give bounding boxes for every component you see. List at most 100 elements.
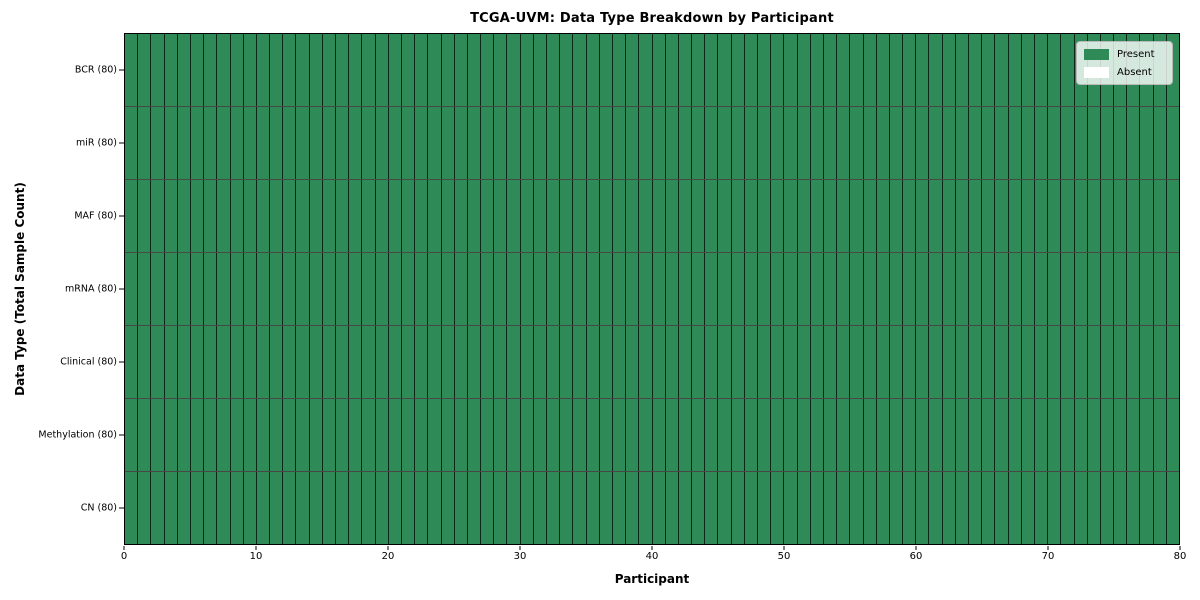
heatmap-cell [322, 472, 336, 544]
heatmap-cell [903, 472, 917, 544]
heatmap-cell [797, 326, 811, 398]
heatmap-cell [665, 34, 679, 106]
heatmap-cell [731, 107, 745, 179]
heatmap-cell [467, 107, 482, 179]
heatmap-cell [1153, 472, 1167, 544]
heatmap-cell [1074, 326, 1088, 398]
heatmap-cell [705, 180, 719, 252]
heatmap-cell [481, 253, 495, 325]
heatmap-cell [138, 253, 152, 325]
heatmap-cell [639, 399, 653, 471]
heatmap-cell [863, 107, 877, 179]
heatmap-cell [718, 180, 732, 252]
heatmap-cell [889, 180, 904, 252]
heatmap-cell [217, 107, 231, 179]
heatmap-cell [494, 326, 508, 398]
heatmap-cell [586, 326, 600, 398]
heatmap-cell [1074, 253, 1088, 325]
heatmap-cell [678, 107, 693, 179]
heatmap-cell [467, 399, 482, 471]
heatmap-cell [678, 253, 693, 325]
heatmap-cell [481, 472, 495, 544]
heatmap-cell [850, 399, 864, 471]
heatmap-cell [243, 326, 257, 398]
heatmap-cell [401, 253, 416, 325]
heatmap-cell [547, 326, 561, 398]
heatmap-cell [283, 34, 297, 106]
heatmap-cell [151, 34, 165, 106]
heatmap-cell [270, 253, 284, 325]
heatmap-cell [230, 107, 244, 179]
heatmap-cell [204, 253, 218, 325]
heatmap-cell [731, 253, 745, 325]
heatmap-cell [296, 399, 310, 471]
heatmap-cell [283, 107, 297, 179]
heatmap-cell [1034, 107, 1049, 179]
heatmap-cell [573, 253, 587, 325]
heatmap-cell [428, 399, 442, 471]
heatmap-cell [995, 34, 1009, 106]
heatmap-cell [1087, 399, 1101, 471]
heatmap-cell [151, 107, 165, 179]
heatmap-cell [1034, 180, 1049, 252]
y-tick-mark [119, 288, 124, 290]
heatmap-cell [612, 326, 627, 398]
heatmap-cell [283, 180, 297, 252]
heatmap-cell [889, 34, 904, 106]
heatmap-cell [626, 180, 640, 252]
heatmap-cell [151, 253, 165, 325]
heatmap-cell [415, 326, 429, 398]
heatmap-cell [190, 34, 205, 106]
heatmap-cell [1008, 180, 1022, 252]
heatmap-cell [678, 34, 693, 106]
heatmap-cell [1034, 326, 1049, 398]
heatmap-cell [507, 472, 521, 544]
heatmap-cell [217, 180, 231, 252]
heatmap-cell [903, 34, 917, 106]
heatmap-cell [1087, 180, 1101, 252]
heatmap-cell [388, 107, 402, 179]
heatmap-cell [204, 34, 218, 106]
heatmap-cell [296, 472, 310, 544]
heatmap-cell [626, 253, 640, 325]
heatmap-cell [929, 326, 943, 398]
heatmap-cell [586, 253, 600, 325]
heatmap-cell [401, 472, 416, 544]
heatmap-cell [243, 253, 257, 325]
heatmap-cell [560, 399, 574, 471]
heatmap-cell [1021, 326, 1035, 398]
heatmap-cell [1034, 34, 1049, 106]
y-tick-label: BCR (80) [74, 64, 117, 76]
heatmap-cell [507, 253, 521, 325]
heatmap-cell [1166, 107, 1179, 179]
heatmap-cell [969, 326, 983, 398]
heatmap-cell [1153, 107, 1167, 179]
y-tick-label: Methylation (80) [38, 429, 117, 441]
x-tick-label: 10 [249, 551, 263, 562]
heatmap-cell [955, 180, 969, 252]
heatmap-cell [428, 107, 442, 179]
heatmap-cell [204, 180, 218, 252]
heatmap-cell [1074, 472, 1088, 544]
heatmap-cell [322, 34, 336, 106]
heatmap-cell [982, 107, 996, 179]
heatmap-cell [612, 180, 627, 252]
heatmap-cell [626, 399, 640, 471]
heatmap-cell [560, 107, 574, 179]
heatmap-cell [982, 399, 996, 471]
heatmap-cell [1087, 472, 1101, 544]
heatmap-cell [164, 107, 178, 179]
heatmap-cell [309, 326, 323, 398]
heatmap-cell [942, 472, 956, 544]
heatmap-cell [204, 326, 218, 398]
heatmap-cell [916, 399, 930, 471]
heatmap-cell [520, 399, 534, 471]
heatmap-cell [744, 107, 758, 179]
heatmap-cell [1140, 253, 1154, 325]
heatmap-cell [837, 399, 851, 471]
heatmap-cell [573, 326, 587, 398]
heatmap-cell [916, 34, 930, 106]
heatmap-cell [1021, 34, 1035, 106]
heatmap-cell [151, 326, 165, 398]
heatmap-cell [441, 180, 455, 252]
